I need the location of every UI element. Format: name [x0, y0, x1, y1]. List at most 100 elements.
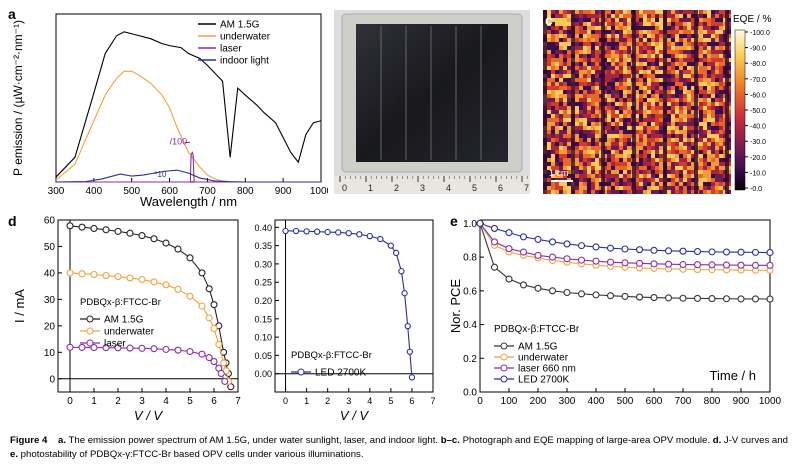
eqe-pixel: [687, 30, 691, 34]
eqe-pixel: [551, 158, 555, 162]
eqe-pixel: [567, 98, 571, 102]
eqe-pixel: [579, 118, 583, 122]
eqe-pixel: [615, 146, 619, 150]
eqe-pixel: [547, 134, 551, 138]
colorbar-tick-label: -100.0: [750, 30, 770, 37]
y-axis-label: I / mA: [12, 289, 27, 323]
data-point-laser: [66, 343, 74, 351]
eqe-pixel: [683, 158, 687, 162]
eqe-pixel: [619, 110, 623, 114]
x-tick-label: 0: [67, 396, 73, 407]
eqe-pixel: [707, 142, 711, 146]
eqe-pixel: [583, 102, 587, 106]
eqe-pixel: [651, 170, 655, 174]
eqe-pixel: [711, 98, 715, 102]
eqe-pixel: [719, 26, 723, 30]
eqe-pixel: [659, 166, 663, 170]
eqe-pixel: [643, 94, 647, 98]
eqe-pixel: [563, 118, 567, 122]
eqe-pixel: [659, 190, 663, 194]
eqe-pixel: [619, 78, 623, 82]
eqe-pixel: [651, 110, 655, 114]
eqe-pixel: [707, 54, 711, 58]
eqe-pixel: [583, 22, 587, 26]
eqe-pixel: [579, 90, 583, 94]
eqe-pixel: [647, 130, 651, 134]
eqe-pixel: [671, 158, 675, 162]
eqe-pixel: [643, 154, 647, 158]
eqe-pixel: [615, 154, 619, 158]
eqe-pixel: [671, 118, 675, 122]
eqe-pixel: [635, 130, 639, 134]
eqe-pixel: [699, 38, 703, 42]
eqe-pixel: [651, 154, 655, 158]
eqe-pixel: [659, 66, 663, 70]
eqe-pixel: [671, 62, 675, 66]
eqe-pixel: [583, 154, 587, 158]
eqe-pixel: [647, 34, 651, 38]
eqe-pixel: [591, 122, 595, 126]
eqe-pixel: [623, 138, 627, 142]
y-tick-label: 0.35: [254, 241, 272, 251]
eqe-pixel: [651, 50, 655, 54]
eqe-pixel: [687, 66, 691, 70]
eqe-pixel: [703, 102, 707, 106]
eqe-pixel: [683, 38, 687, 42]
eqe-pixel: [591, 178, 595, 182]
data-point-laser-660-nm: [563, 255, 571, 263]
eqe-pixel: [683, 58, 687, 62]
eqe-pixel: [555, 154, 559, 158]
eqe-pixel: [687, 58, 691, 62]
eqe-pixel: [559, 78, 563, 82]
eqe-pixel: [591, 74, 595, 78]
eqe-pixel: [579, 182, 583, 186]
eqe-pixel: [647, 98, 651, 102]
x-tick-label: 500: [617, 396, 634, 407]
eqe-pixel: [659, 130, 663, 134]
eqe-pixel: [639, 22, 643, 26]
eqe-pixel: [711, 58, 715, 62]
eqe-pixel: [683, 134, 687, 138]
eqe-pixel: [611, 114, 615, 118]
eqe-pixel: [587, 126, 591, 130]
eqe-pixel: [675, 102, 679, 106]
eqe-pixel: [659, 182, 663, 186]
y-tick-label: 0.20: [254, 296, 272, 306]
eqe-pixel: [683, 98, 687, 102]
eqe-pixel: [699, 34, 703, 38]
eqe-pixel: [707, 90, 711, 94]
eqe-pixel: [671, 22, 675, 26]
eqe-pixel: [623, 78, 627, 82]
eqe-pixel: [559, 42, 563, 46]
eqe-pixel: [639, 174, 643, 178]
eqe-pixel: [591, 58, 595, 62]
eqe-pixel: [639, 54, 643, 58]
data-point-laser-660-nm: [490, 238, 499, 246]
eqe-pixel: [575, 130, 579, 134]
eqe-pixel: [691, 122, 695, 126]
eqe-pixel: [667, 50, 671, 54]
eqe-pixel: [699, 50, 703, 54]
eqe-pixel: [587, 34, 591, 38]
eqe-pixel: [703, 82, 707, 86]
eqe-pixel: [679, 38, 683, 42]
eqe-pixel: [707, 22, 711, 26]
eqe-pixel: [575, 178, 579, 182]
eqe-pixel: [659, 102, 663, 106]
eqe-pixel: [551, 134, 555, 138]
eqe-pixel: [547, 102, 551, 106]
eqe-pixel: [567, 78, 571, 82]
colorbar-tick-label: -0.0: [750, 186, 762, 193]
eqe-pixel: [615, 98, 619, 102]
eqe-pixel: [547, 26, 551, 30]
eqe-pixel: [595, 178, 599, 182]
eqe-pixel: [635, 74, 639, 78]
eqe-pixel: [595, 90, 599, 94]
eqe-pixel: [563, 30, 567, 34]
eqe-pixel: [555, 162, 559, 166]
eqe-pixel: [627, 38, 631, 42]
legend-marker-underwater: [86, 327, 94, 335]
data-point-underwater: [126, 274, 134, 282]
eqe-pixel: [687, 118, 691, 122]
eqe-pixel: [671, 142, 675, 146]
